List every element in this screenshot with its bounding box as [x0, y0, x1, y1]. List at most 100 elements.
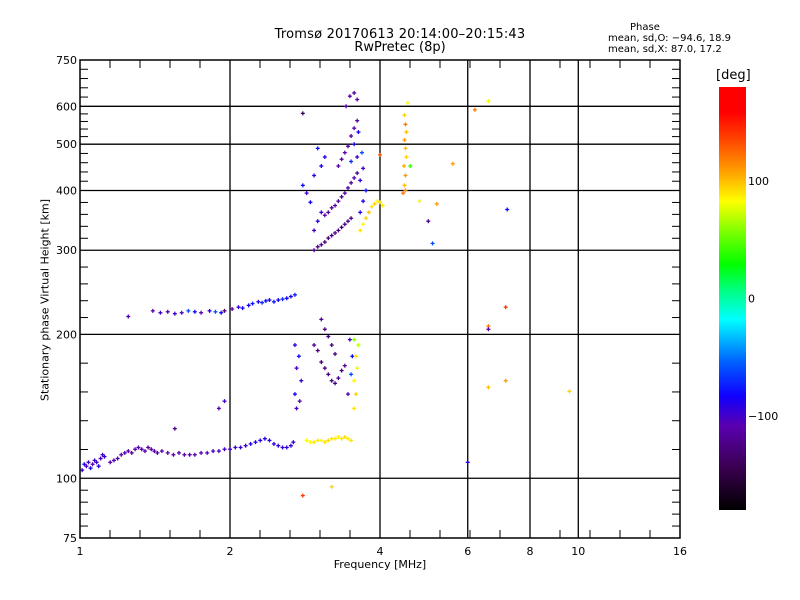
- data-point: [403, 188, 408, 193]
- data-point: [92, 458, 97, 463]
- data-point: [179, 310, 184, 315]
- phase-stats-o-label: mean, sd,O:: [608, 33, 669, 44]
- data-point: [434, 201, 439, 206]
- data-point: [236, 305, 241, 310]
- data-point: [82, 462, 87, 467]
- data-point: [345, 219, 350, 224]
- data-point: [380, 203, 385, 208]
- data-point: [342, 222, 347, 227]
- data-point: [349, 216, 354, 221]
- data-point: [347, 337, 352, 342]
- phase-stats-x-values: 87.0, 17.2: [670, 44, 722, 55]
- data-point: [126, 314, 131, 319]
- data-point: [339, 157, 344, 162]
- data-point: [505, 207, 510, 212]
- colorbar-tick-label: −100: [748, 410, 778, 423]
- data-point: [139, 447, 144, 452]
- data-point: [349, 438, 354, 443]
- data-points: [80, 90, 572, 498]
- y-tick-label: 300: [56, 244, 77, 257]
- data-point: [349, 134, 354, 139]
- data-point: [333, 436, 338, 441]
- data-point: [364, 216, 369, 221]
- data-point: [336, 434, 341, 439]
- data-point: [329, 343, 334, 348]
- y-tick-label: 750: [56, 54, 77, 67]
- data-point: [342, 150, 347, 155]
- data-point: [426, 219, 431, 224]
- data-point: [280, 297, 285, 302]
- data-point: [219, 310, 224, 315]
- data-point: [149, 447, 154, 452]
- chart-title: Tromsø 20170613 20:14:00–20:15:43: [274, 27, 526, 42]
- data-point: [294, 406, 299, 411]
- data-point: [486, 327, 491, 332]
- data-point: [319, 164, 324, 169]
- data-point: [353, 354, 358, 359]
- data-point: [150, 308, 155, 313]
- data-point: [84, 464, 89, 469]
- data-point: [319, 242, 324, 247]
- data-point: [567, 389, 572, 394]
- data-point: [267, 298, 272, 303]
- data-point: [88, 466, 93, 471]
- colorbar: [719, 87, 746, 510]
- data-point: [336, 376, 341, 381]
- data-point: [216, 449, 221, 454]
- data-point: [276, 443, 281, 448]
- data-point: [359, 150, 364, 155]
- data-point: [355, 171, 360, 176]
- data-point: [355, 118, 360, 123]
- data-point: [326, 210, 331, 215]
- data-point: [207, 308, 212, 313]
- data-point: [182, 452, 187, 457]
- data-point: [96, 464, 101, 469]
- data-point: [256, 299, 261, 304]
- data-point: [267, 438, 272, 443]
- data-point: [465, 460, 470, 465]
- data-point: [263, 298, 268, 303]
- data-point: [339, 194, 344, 199]
- data-point: [233, 445, 238, 450]
- y-tick-label: 500: [56, 138, 77, 151]
- colorbar-tick-label: 100: [748, 175, 769, 188]
- data-point: [503, 378, 508, 383]
- x-tick-label: 10: [571, 545, 585, 558]
- data-point: [402, 113, 407, 118]
- data-point: [322, 213, 327, 218]
- data-point: [80, 468, 85, 473]
- data-point: [230, 307, 235, 312]
- data-point: [228, 447, 232, 452]
- data-point: [90, 462, 95, 467]
- data-point: [258, 438, 263, 443]
- data-point: [222, 308, 227, 313]
- data-point: [216, 406, 221, 411]
- data-point: [284, 445, 289, 450]
- phase-stats-x: mean, sd,X: 87.0, 17.2: [608, 44, 722, 55]
- plot-axes: [79, 59, 681, 539]
- data-point: [142, 449, 147, 454]
- data-point: [211, 449, 216, 454]
- data-point: [349, 159, 354, 164]
- phase-stats-o: mean, sd,O: −94.6, 18.9: [608, 33, 731, 44]
- data-point: [375, 199, 380, 204]
- data-point: [355, 97, 360, 102]
- data-point: [336, 199, 341, 204]
- y-axis-label: Stationary phase Virtual Height [km]: [38, 198, 52, 402]
- data-point: [339, 225, 344, 230]
- data-point: [403, 146, 408, 151]
- data-point: [98, 456, 103, 461]
- data-point: [171, 452, 176, 457]
- data-point: [192, 452, 197, 457]
- data-point: [333, 351, 338, 356]
- data-point: [262, 436, 267, 441]
- data-point: [404, 155, 409, 160]
- data-point: [187, 452, 192, 457]
- data-point: [238, 445, 243, 450]
- data-point: [271, 441, 276, 446]
- data-point: [350, 354, 355, 359]
- colorbar-tick-label: 0: [748, 293, 755, 306]
- data-point: [503, 305, 508, 310]
- data-point: [404, 130, 409, 135]
- data-point: [199, 450, 204, 455]
